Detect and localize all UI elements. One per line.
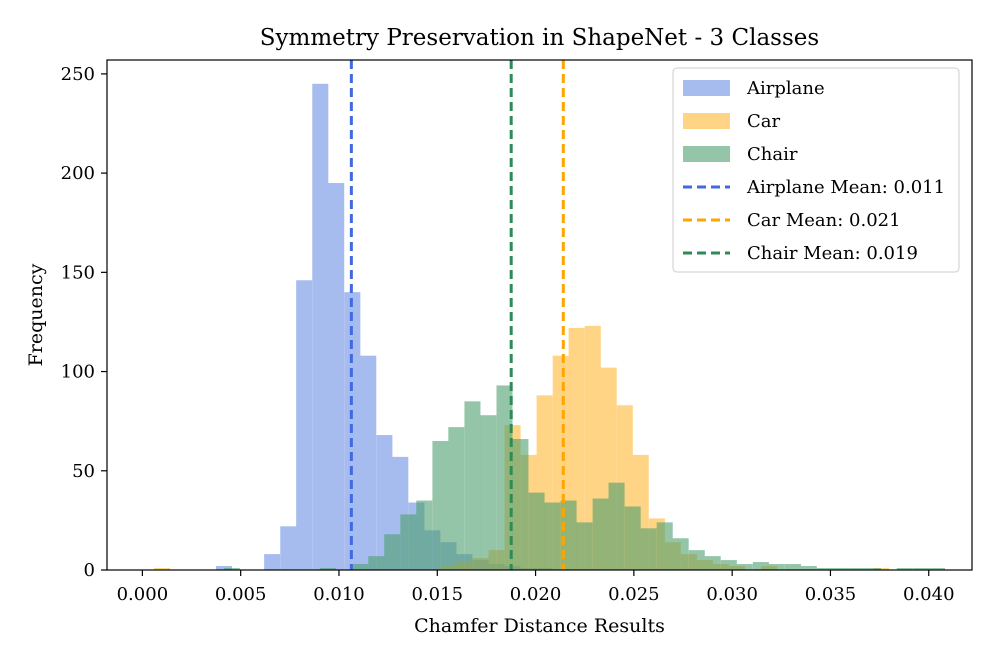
bar-airplane (312, 83, 329, 570)
bar-airplane (264, 554, 281, 570)
bar-chair (704, 556, 721, 570)
bar-chair (864, 568, 881, 570)
bar-chair (576, 522, 593, 570)
x-tick-label: 0.025 (608, 584, 660, 605)
bar-airplane (296, 280, 313, 570)
bar-chair (352, 564, 369, 570)
bar-chair (720, 560, 737, 570)
bar-chair (496, 385, 513, 570)
bar-car (154, 568, 171, 570)
y-axis-ticks: 0 50 100 150 200 250 (61, 64, 107, 581)
legend-label: Chair (747, 144, 798, 165)
plot-frame (106, 59, 973, 571)
bar-chair (592, 498, 609, 570)
bar-chair (512, 439, 529, 570)
bar-chair (400, 514, 417, 570)
bar-chair (736, 564, 753, 570)
x-tick-label: 0.005 (215, 584, 267, 605)
x-axis-label: Chamfer Distance Results (414, 615, 665, 637)
legend-swatch (683, 80, 730, 96)
y-tick-label: 50 (72, 461, 95, 482)
bar-chair (848, 568, 865, 570)
bar-chair (464, 401, 481, 570)
bar-chair (544, 502, 561, 570)
bar-chair (528, 492, 545, 570)
bar-chair (432, 441, 449, 570)
x-tick-label: 0.015 (412, 584, 464, 605)
bar-car (456, 562, 473, 570)
bar-chair (688, 550, 705, 570)
bar-chair (640, 528, 657, 570)
legend-label: Airplane (746, 78, 825, 99)
bar-chair (416, 500, 433, 570)
bar-chair (624, 506, 641, 570)
bar-chair (929, 568, 946, 570)
x-tick-label: 0.000 (117, 584, 169, 605)
y-tick-label: 100 (61, 362, 95, 383)
legend-swatch (683, 146, 730, 162)
series-chair (223, 385, 946, 570)
y-tick-label: 0 (84, 560, 95, 581)
legend-label: Car Mean: 0.021 (747, 210, 901, 231)
bar-chair (816, 568, 833, 570)
x-tick-label: 0.010 (313, 584, 365, 605)
bar-airplane (280, 526, 297, 570)
bar-chair (896, 568, 913, 570)
bar-chair (656, 522, 673, 570)
y-tick-label: 250 (61, 64, 95, 85)
bar-chair (480, 415, 497, 570)
bar-chair (768, 564, 785, 570)
bar-chair (384, 534, 401, 570)
bar-chair (912, 568, 929, 570)
bar-chair (319, 568, 336, 570)
bar-airplane (360, 355, 377, 570)
x-tick-label: 0.035 (805, 584, 857, 605)
legend-label: Car (747, 111, 781, 132)
histogram-bars (154, 83, 946, 571)
legend: Airplane Car Chair Airplane Mean: 0.011 Car … (672, 67, 960, 273)
legend-swatch (683, 113, 730, 129)
x-tick-label: 0.020 (510, 584, 562, 605)
bar-car (873, 568, 890, 570)
bar-chair (368, 556, 385, 570)
legend-label: Chair Mean: 0.019 (747, 243, 918, 264)
bar-chair (672, 538, 689, 570)
bar-airplane (215, 566, 232, 570)
bar-airplane (328, 183, 345, 571)
mean-lines (349, 60, 565, 570)
legend-label: Airplane Mean: 0.011 (746, 177, 945, 198)
bar-chair (752, 562, 769, 570)
bar-chair (784, 564, 801, 570)
x-tick-label: 0.040 (903, 584, 955, 605)
legend-box (672, 67, 960, 273)
x-axis-ticks: 0.000 0.005 0.010 0.015 0.020 0.025 0.030 0.035… (117, 570, 955, 605)
y-axis-label: Frequency (25, 263, 47, 366)
chart-title: Symmetry Preservation in ShapeNet - 3 Cl… (260, 25, 819, 51)
bar-chair (608, 482, 625, 570)
y-tick-label: 150 (61, 262, 95, 283)
bar-chair (223, 568, 240, 570)
bar-chair (832, 568, 849, 570)
bar-chair (448, 427, 465, 570)
x-tick-label: 0.030 (706, 584, 758, 605)
bar-chair (800, 566, 817, 570)
y-tick-label: 200 (61, 163, 95, 184)
